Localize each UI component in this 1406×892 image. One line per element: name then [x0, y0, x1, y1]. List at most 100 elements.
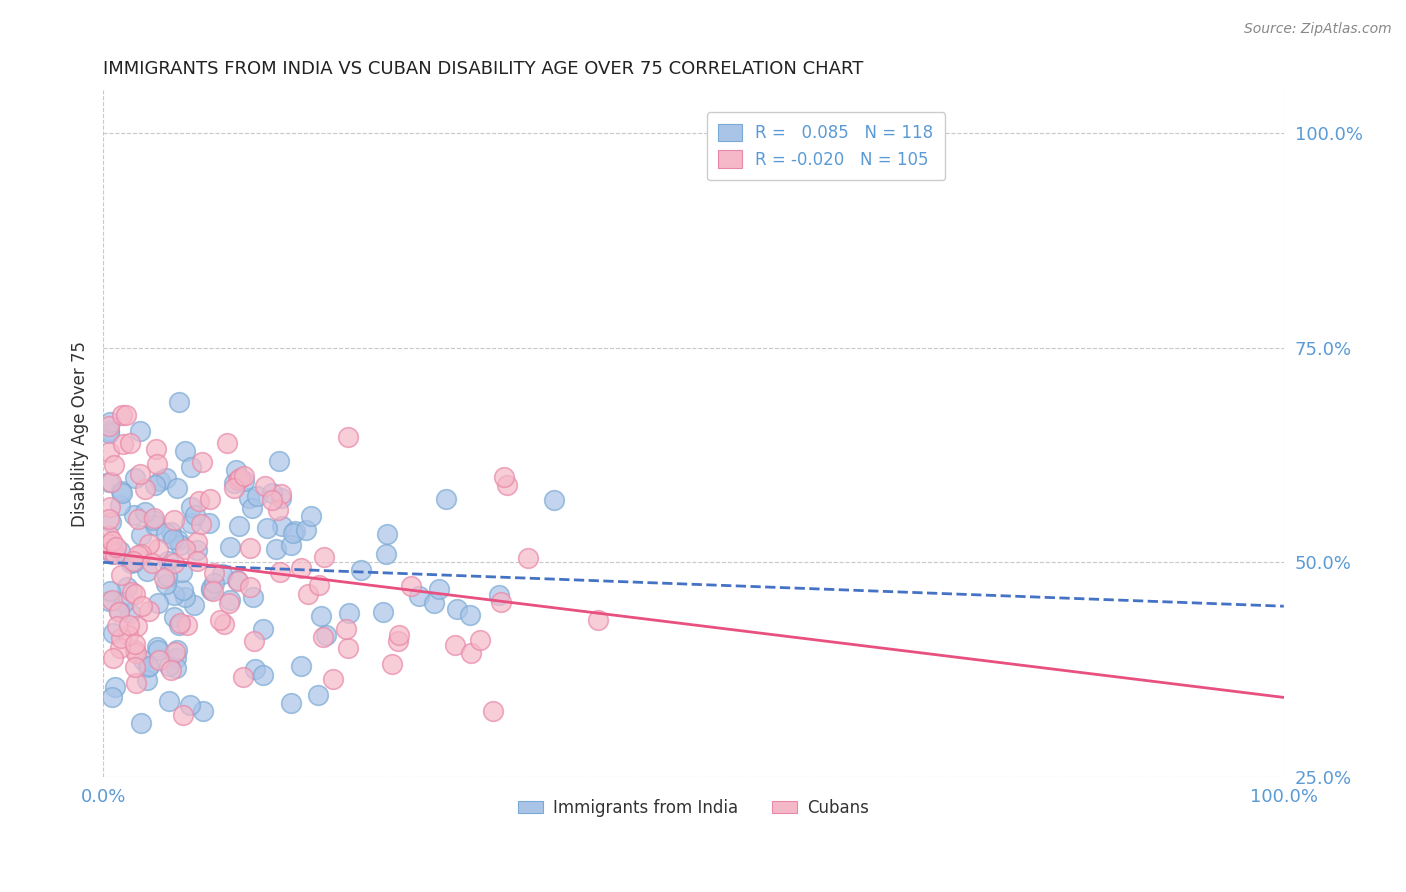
Point [269, 565, 291, 579]
Point [105, 618, 128, 632]
Point [222, 476, 245, 491]
Point [165, 645, 187, 659]
Point [100, 543, 122, 558]
Point [131, 599, 153, 613]
Point [156, 568, 179, 582]
Point [446, 602, 468, 616]
Point [200, 582, 222, 597]
Point [256, 521, 278, 535]
Text: IMMIGRANTS FROM INDIA VS CUBAN DISABILITY AGE OVER 75 CORRELATION CHART: IMMIGRANTS FROM INDIA VS CUBAN DISABILIT… [103, 60, 863, 78]
Point [124, 587, 146, 601]
Point [312, 550, 335, 565]
Point [136, 660, 159, 674]
Point [371, 605, 394, 619]
Point [155, 525, 177, 540]
Point [198, 516, 221, 530]
Point [129, 424, 152, 438]
Point [186, 554, 208, 568]
Point [337, 641, 360, 656]
Point [166, 481, 188, 495]
Point [169, 538, 191, 552]
Point [218, 592, 240, 607]
Point [143, 477, 166, 491]
Point [134, 482, 156, 496]
Point [336, 430, 359, 444]
Point [202, 566, 225, 580]
Point [283, 526, 305, 541]
Point [100, 690, 122, 704]
Point [232, 475, 254, 489]
Point [103, 680, 125, 694]
Point [198, 491, 221, 506]
Point [163, 588, 186, 602]
Point [124, 643, 146, 657]
Point [202, 575, 225, 590]
Point [101, 534, 124, 549]
Point [186, 543, 208, 558]
Point [132, 652, 155, 666]
Point [98, 583, 121, 598]
Point [155, 576, 177, 591]
Point [125, 619, 148, 633]
Point [492, 469, 515, 483]
Point [118, 436, 141, 450]
Point [312, 630, 335, 644]
Point [200, 581, 222, 595]
Point [145, 457, 167, 471]
Point [124, 471, 146, 485]
Point [190, 517, 212, 532]
Point [122, 508, 145, 523]
Point [260, 485, 283, 500]
Point [443, 638, 465, 652]
Point [110, 641, 132, 656]
Point [488, 588, 510, 602]
Point [299, 509, 322, 524]
Point [157, 694, 180, 708]
Point [172, 582, 194, 597]
Point [252, 668, 274, 682]
Point [280, 696, 302, 710]
Point [125, 646, 148, 660]
Point [388, 628, 411, 642]
Point [111, 437, 134, 451]
Point [167, 617, 190, 632]
Point [110, 408, 132, 422]
Point [307, 688, 329, 702]
Point [387, 633, 409, 648]
Point [101, 547, 124, 561]
Point [98, 424, 121, 438]
Point [254, 479, 277, 493]
Point [131, 716, 153, 731]
Point [174, 443, 197, 458]
Point [100, 475, 122, 490]
Point [148, 652, 170, 666]
Point [297, 587, 319, 601]
Point [516, 550, 538, 565]
Point [375, 527, 398, 541]
Point [242, 590, 264, 604]
Point [270, 491, 292, 506]
Point [174, 590, 197, 604]
Point [290, 658, 312, 673]
Point [105, 540, 128, 554]
Point [141, 557, 163, 571]
Point [269, 453, 291, 467]
Point [166, 643, 188, 657]
Point [468, 632, 491, 647]
Point [166, 533, 188, 547]
Point [381, 657, 404, 671]
Point [179, 500, 201, 514]
Point [252, 622, 274, 636]
Point [129, 467, 152, 481]
Point [143, 517, 166, 532]
Point [399, 579, 422, 593]
Point [240, 500, 263, 515]
Point [122, 555, 145, 569]
Point [226, 573, 249, 587]
Point [193, 705, 215, 719]
Point [186, 534, 208, 549]
Point [243, 662, 266, 676]
Point [98, 415, 121, 429]
Point [308, 578, 330, 592]
Point [129, 528, 152, 542]
